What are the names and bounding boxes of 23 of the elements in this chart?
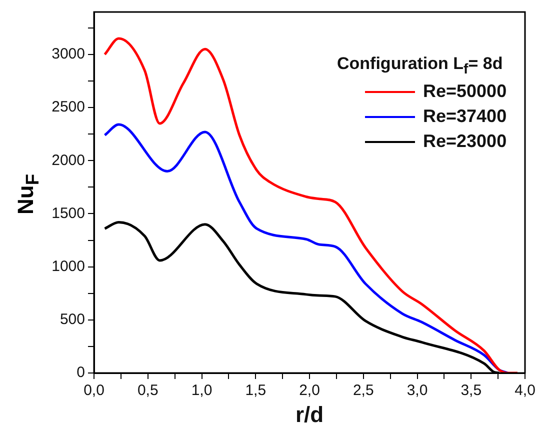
x-tick-label: 1,0 — [191, 382, 212, 400]
legend-title: Configuration L$_{f}$= 8d — [337, 54, 504, 78]
x-tick-label: 3,0 — [406, 382, 428, 400]
x-tick-label: 2,5 — [352, 382, 374, 400]
legend-label: Re=37400 — [423, 106, 507, 128]
x-tick-label: 3,5 — [460, 382, 482, 400]
x-tick-label: 0,0 — [84, 382, 104, 400]
y-tick-label: 2000 — [52, 152, 85, 169]
line-series — [104, 123, 510, 373]
y-tick-label: 2500 — [52, 98, 85, 116]
y-tick-label: 1000 — [52, 258, 85, 275]
y-tick-label: 1500 — [52, 204, 85, 222]
x-tick-label: 2,0 — [299, 382, 320, 400]
line-series — [104, 37, 519, 373]
legend-label: Re=50000 — [423, 81, 507, 102]
x-tick-label: 0,5 — [137, 382, 158, 400]
y-tick-label: 500 — [60, 311, 85, 328]
x-axis-title: r/d — [295, 402, 324, 427]
y-tick-label: 0 — [76, 364, 85, 382]
legend-label: Re=23000 — [423, 131, 507, 152]
y-tick-label: 3000 — [52, 46, 85, 63]
x-tick-label: 1,5 — [245, 382, 266, 400]
x-tick-label: 4,0 — [514, 382, 536, 400]
